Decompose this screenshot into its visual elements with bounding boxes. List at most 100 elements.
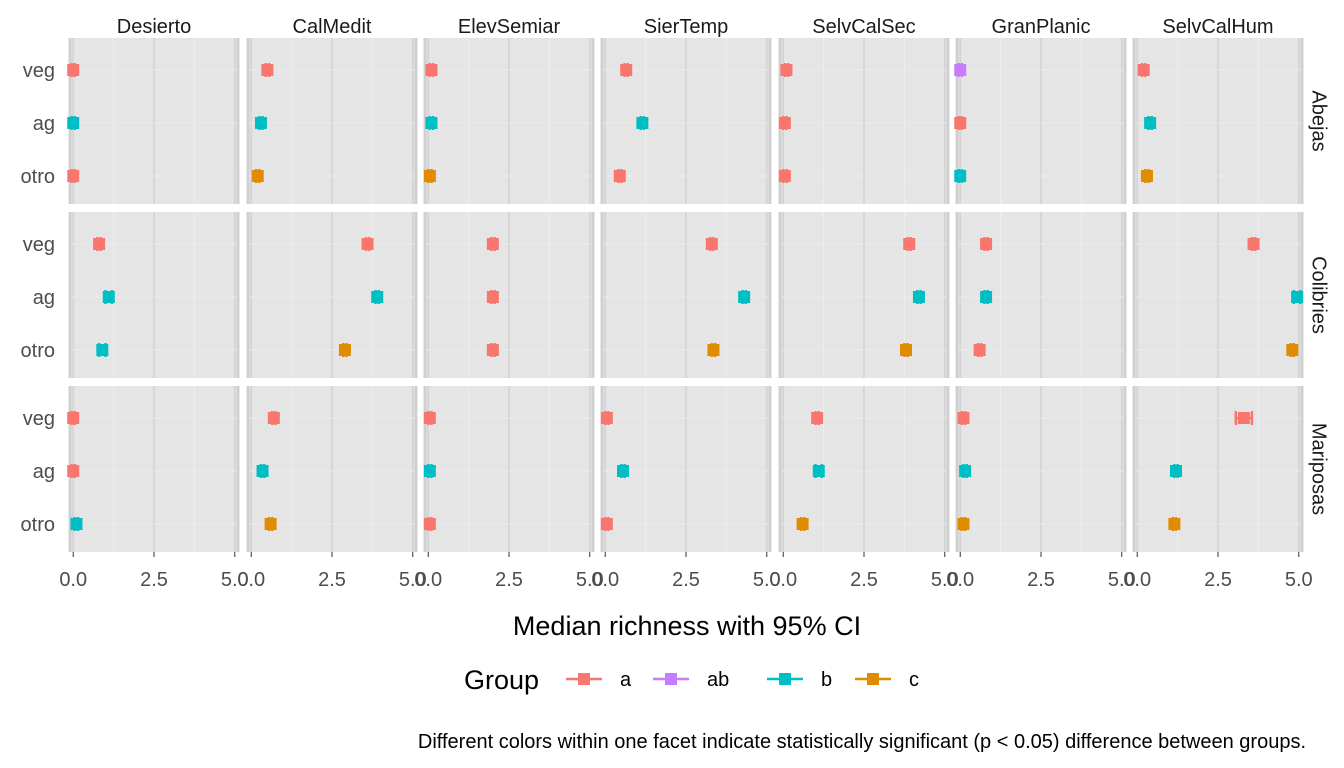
median-point bbox=[903, 238, 916, 250]
data-point bbox=[425, 116, 438, 130]
data-point bbox=[67, 116, 80, 130]
data-point bbox=[423, 411, 436, 425]
data-point bbox=[486, 237, 499, 251]
median-point bbox=[93, 238, 106, 250]
data-point bbox=[1168, 517, 1181, 531]
y-tick-label: otro bbox=[21, 166, 55, 188]
data-point bbox=[954, 116, 967, 130]
median-point bbox=[707, 344, 720, 356]
median-point bbox=[973, 344, 986, 356]
x-tick-label: 5.0 bbox=[1108, 569, 1136, 591]
median-point bbox=[912, 291, 925, 303]
legend-item: b bbox=[767, 669, 832, 691]
median-point bbox=[371, 291, 384, 303]
data-point bbox=[973, 343, 986, 357]
x-tick-label: 5.0 bbox=[399, 569, 427, 591]
legend-label: ab bbox=[707, 669, 729, 691]
median-point bbox=[980, 238, 993, 250]
data-point bbox=[705, 237, 718, 251]
data-point bbox=[912, 290, 925, 304]
median-point bbox=[636, 117, 649, 129]
x-tick-label: 0.0 bbox=[591, 569, 619, 591]
median-point bbox=[959, 465, 972, 477]
median-point bbox=[1168, 518, 1181, 530]
median-point bbox=[613, 170, 626, 182]
data-point bbox=[957, 517, 970, 531]
data-point bbox=[67, 411, 80, 425]
legend-label: c bbox=[909, 669, 919, 691]
median-point bbox=[980, 291, 993, 303]
y-tick-label: otro bbox=[21, 340, 55, 362]
data-point bbox=[778, 169, 791, 183]
data-point bbox=[600, 411, 613, 425]
data-point bbox=[1137, 63, 1150, 77]
x-axis-title: Median richness with 95% CI bbox=[513, 611, 861, 641]
median-point bbox=[67, 117, 80, 129]
median-point bbox=[954, 117, 967, 129]
data-point bbox=[261, 63, 274, 77]
x-tick-label: 5.0 bbox=[1285, 569, 1313, 591]
data-point bbox=[780, 63, 793, 77]
y-tick-label: veg bbox=[23, 60, 55, 82]
median-point bbox=[423, 518, 436, 530]
median-point bbox=[778, 117, 791, 129]
median-point bbox=[425, 64, 438, 76]
data-point bbox=[67, 169, 80, 183]
x-tick-label: 2.5 bbox=[1027, 569, 1055, 591]
data-point bbox=[256, 464, 269, 478]
median-point bbox=[338, 344, 351, 356]
legend-key-point bbox=[665, 673, 677, 685]
median-point bbox=[67, 412, 80, 424]
row-strip-label: Abejas bbox=[1308, 90, 1330, 151]
row-strip-label: Colibries bbox=[1308, 256, 1330, 334]
data-point bbox=[102, 290, 115, 304]
data-point bbox=[1144, 116, 1157, 130]
column-strip bbox=[1134, 8, 1302, 38]
data-point bbox=[1170, 464, 1182, 478]
data-point bbox=[486, 343, 499, 357]
median-point bbox=[957, 412, 970, 424]
median-point bbox=[423, 170, 436, 182]
x-tick-label: 5.0 bbox=[221, 569, 249, 591]
median-point bbox=[600, 518, 613, 530]
median-point bbox=[811, 412, 824, 424]
column-strip bbox=[957, 8, 1125, 38]
median-point bbox=[705, 238, 718, 250]
median-point bbox=[423, 412, 436, 424]
row-strip bbox=[1302, 386, 1332, 552]
median-point bbox=[251, 170, 264, 182]
legend-key-point bbox=[867, 673, 879, 685]
median-point bbox=[486, 291, 499, 303]
median-point bbox=[1237, 412, 1250, 424]
column-strip-label: SelvCalHum bbox=[1162, 16, 1273, 38]
median-point bbox=[1144, 117, 1157, 129]
data-point bbox=[1234, 411, 1254, 425]
data-point bbox=[980, 237, 993, 251]
median-point bbox=[957, 518, 970, 530]
x-tick-label: 0.0 bbox=[414, 569, 442, 591]
data-point bbox=[954, 169, 967, 183]
y-tick-label: ag bbox=[33, 113, 55, 135]
data-point bbox=[954, 63, 967, 77]
column-strip-label: GranPlanic bbox=[992, 16, 1091, 38]
data-point bbox=[251, 169, 264, 183]
median-point bbox=[486, 238, 499, 250]
column-strip-label: CalMedit bbox=[293, 16, 372, 38]
median-point bbox=[1137, 64, 1150, 76]
column-strip-label: Desierto bbox=[117, 16, 191, 38]
x-tick-label: 2.5 bbox=[850, 569, 878, 591]
data-point bbox=[900, 343, 912, 357]
y-tick-label: otro bbox=[21, 514, 55, 536]
median-point bbox=[264, 518, 277, 530]
median-point bbox=[1286, 344, 1299, 356]
median-point bbox=[423, 465, 436, 477]
data-point bbox=[67, 464, 80, 478]
median-point bbox=[900, 344, 912, 356]
y-tick-label: ag bbox=[33, 461, 55, 483]
legend-key-point bbox=[779, 673, 791, 685]
data-point bbox=[67, 63, 80, 77]
median-point bbox=[261, 64, 274, 76]
median-point bbox=[96, 344, 109, 356]
median-point bbox=[102, 291, 115, 303]
median-point bbox=[1140, 170, 1153, 182]
